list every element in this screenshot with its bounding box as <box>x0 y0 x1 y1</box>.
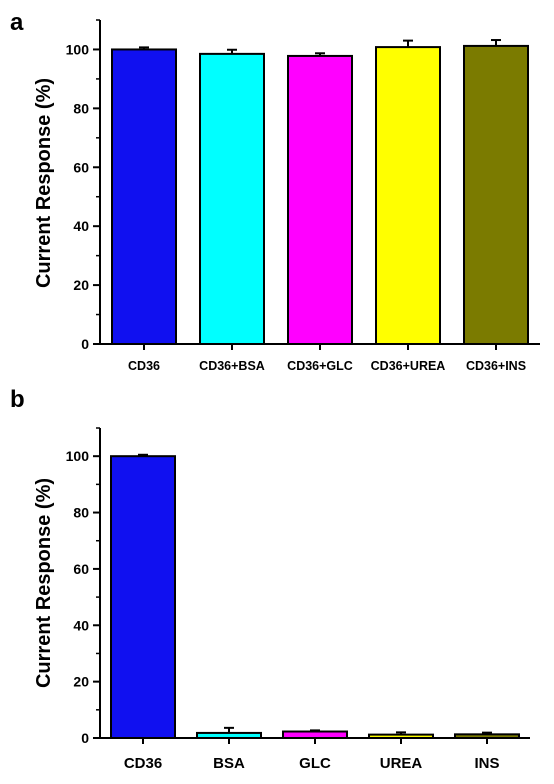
panel-a-label: a <box>10 9 24 36</box>
panel-b-y-axis-label: Current Response (%) <box>33 478 55 688</box>
y-tick-label-20: 20 <box>73 277 89 293</box>
x-tick-label-b-4: INS <box>474 755 499 772</box>
y-tick-label-60: 60 <box>73 561 89 577</box>
x-tick-label-b-2: GLC <box>299 755 331 772</box>
bar-a-2 <box>287 54 353 346</box>
y-tick-label-60: 60 <box>73 159 89 175</box>
bar-a-3 <box>375 46 441 346</box>
bar-a-4 <box>463 44 529 345</box>
x-tick-label-a-2: CD36+GLC <box>287 359 353 373</box>
y-tick-label-80: 80 <box>73 505 89 521</box>
x-tick-label-a-0: CD36 <box>128 359 160 373</box>
y-tick-label-80: 80 <box>73 100 89 116</box>
bar-b-1 <box>196 731 262 739</box>
x-tick-label-a-1: CD36+BSA <box>199 359 265 373</box>
bar-b-2 <box>282 730 348 740</box>
bar-b-4 <box>454 733 520 740</box>
y-tick-label-0: 0 <box>81 730 89 746</box>
bar-b-0 <box>110 455 176 739</box>
x-tick-label-b-3: UREA <box>380 755 423 772</box>
chart-panel-b: b Current Response (%) 0 20 40 60 80 100 CD36 B… <box>10 386 530 772</box>
panel-b-label: b <box>10 386 25 413</box>
y-tick-label-0: 0 <box>81 336 89 352</box>
y-tick-label-100: 100 <box>66 41 90 57</box>
y-tick-label-20: 20 <box>73 674 89 690</box>
bar-a-0 <box>111 48 177 345</box>
x-tick-label-a-4: CD36+INS <box>466 359 526 373</box>
bar-a-1 <box>199 52 265 345</box>
x-tick-label-b-1: BSA <box>213 755 245 772</box>
bar-b-3 <box>368 733 434 739</box>
chart-panel-a: a Current Response (%) 0 20 40 60 80 100 CD36 C… <box>10 9 540 373</box>
x-tick-label-a-3: CD36+UREA <box>371 359 446 373</box>
x-tick-label-b-0: CD36 <box>124 755 162 772</box>
y-tick-label-40: 40 <box>73 617 89 633</box>
panel-a-y-axis-label: Current Response (%) <box>33 78 55 288</box>
y-tick-label-100: 100 <box>66 448 90 464</box>
y-tick-label-40: 40 <box>73 218 89 234</box>
